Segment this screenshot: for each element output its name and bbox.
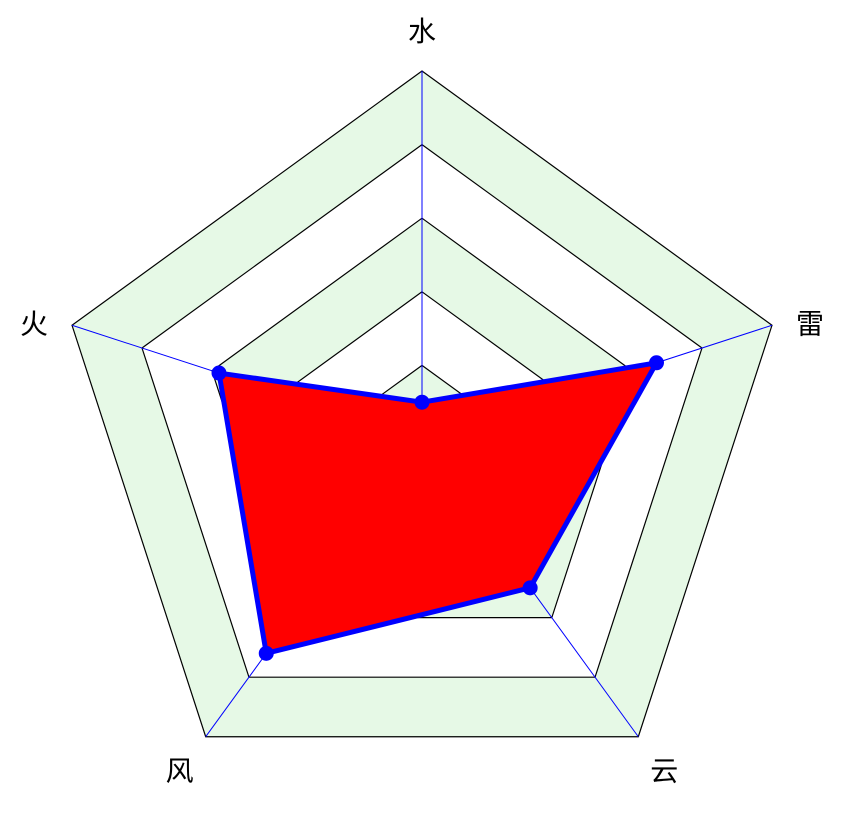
data-point-风 [258, 645, 274, 661]
series-outline-0 [216, 360, 659, 656]
data-point-雷 [648, 355, 664, 371]
axis-label-3: 风 [166, 755, 194, 788]
data-point-云 [522, 580, 538, 596]
data-point-水 [414, 394, 430, 410]
ring-line-3 [211, 217, 633, 619]
series-area-0 [219, 362, 657, 654]
axis-label-4: 火 [20, 307, 48, 340]
axis-label-2: 云 [650, 755, 678, 788]
ring-line-5 [71, 70, 773, 738]
markers-layer [211, 355, 664, 661]
data-point-火 [211, 365, 227, 381]
axis-label-1: 雷 [796, 307, 824, 340]
ring-line-4 [141, 143, 703, 678]
series-layer [216, 360, 659, 656]
axis-labels: 水雷云 风 火 [20, 15, 824, 788]
axis-label-0: 水 [408, 15, 436, 48]
